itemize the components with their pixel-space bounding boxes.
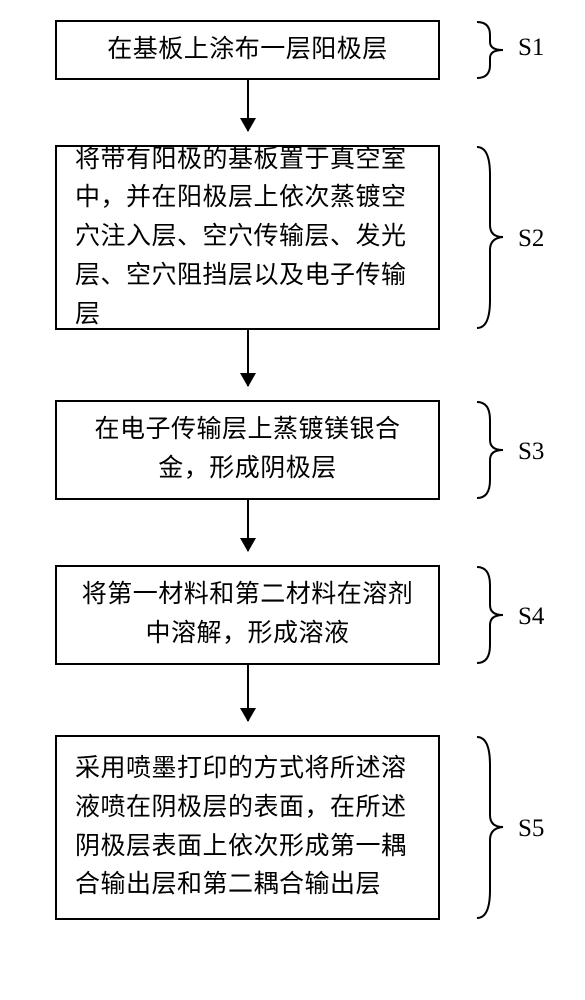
label-s1: S1 (518, 34, 544, 62)
step-text-s5: 采用喷墨打印的方式将所述溶液喷在阴极层的表面，在所述阴极层表面上依次形成第一耦合… (75, 750, 420, 905)
label-s2: S2 (518, 225, 544, 253)
arrow-s1-s2 (247, 80, 249, 131)
label-s3: S3 (518, 438, 544, 466)
brace-s5 (475, 735, 505, 920)
label-s5: S5 (518, 815, 544, 843)
step-box-s3: 在电子传输层上蒸镀镁银合金，形成阴极层 (55, 400, 440, 500)
step-box-s1: 在基板上涂布一层阳极层 (55, 20, 440, 80)
brace-s3 (475, 400, 505, 500)
brace-s2 (475, 145, 505, 330)
step-text-s4: 将第一材料和第二材料在溶剂中溶解，形成溶液 (75, 576, 420, 654)
flowchart-canvas: 在基板上涂布一层阳极层 S1 将带有阳极的基板置于真空室中，并在阳极层上依次蒸镀… (0, 0, 585, 1000)
arrow-s2-s3 (247, 330, 249, 386)
step-box-s4: 将第一材料和第二材料在溶剂中溶解，形成溶液 (55, 565, 440, 665)
step-text-s2: 将带有阳极的基板置于真空室中，并在阳极层上依次蒸镀空穴注入层、空穴传输层、发光层… (75, 141, 420, 335)
step-text-s1: 在基板上涂布一层阳极层 (107, 31, 388, 70)
arrow-s3-s4 (247, 500, 249, 551)
step-text-s3: 在电子传输层上蒸镀镁银合金，形成阴极层 (75, 411, 420, 489)
brace-s4 (475, 565, 505, 665)
brace-s1 (475, 20, 505, 80)
label-s4: S4 (518, 603, 544, 631)
arrow-s4-s5 (247, 665, 249, 721)
step-box-s5: 采用喷墨打印的方式将所述溶液喷在阴极层的表面，在所述阴极层表面上依次形成第一耦合… (55, 735, 440, 920)
step-box-s2: 将带有阳极的基板置于真空室中，并在阳极层上依次蒸镀空穴注入层、空穴传输层、发光层… (55, 145, 440, 330)
